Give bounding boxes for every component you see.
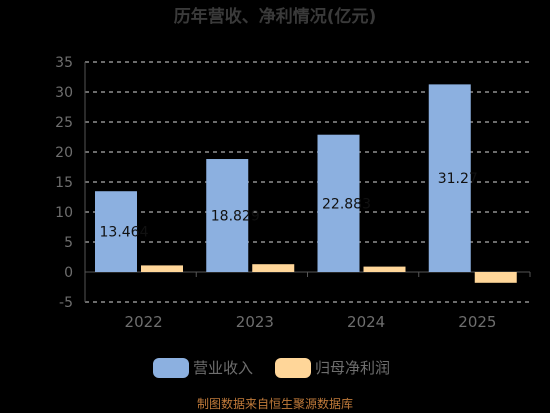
- bar-revenue-2023: [206, 159, 249, 272]
- bar-net-profit-2025: [474, 272, 517, 283]
- y-tick-label: -5: [59, 295, 73, 311]
- bar-net-profit-2023: [252, 264, 295, 272]
- data-label: 13.464: [100, 225, 149, 241]
- y-tick-label: 10: [55, 205, 73, 221]
- legend-label: 营业收入: [193, 359, 253, 377]
- legend-swatch: [275, 358, 311, 378]
- bar-revenue-2024: [317, 134, 360, 272]
- data-label: 22.883: [322, 196, 371, 212]
- legend-swatch: [153, 358, 189, 378]
- chart-title: 历年营收、净利情况(亿元): [174, 6, 377, 27]
- data-label: 18.829: [211, 209, 260, 225]
- x-tick-label: 2023: [236, 313, 274, 331]
- legend-label: 归母净利润: [315, 359, 390, 377]
- y-tick-label: 15: [55, 175, 73, 191]
- y-tick-label: 35: [55, 55, 73, 71]
- x-tick-label: 2024: [347, 313, 385, 331]
- bar-net-profit-2024: [363, 266, 406, 272]
- data-label: 31.27: [438, 171, 478, 187]
- y-tick-label: 25: [55, 115, 73, 131]
- data-labels: 13.464 18.829 22.883 31.27: [100, 171, 478, 240]
- bars: [95, 84, 517, 283]
- x-tick-label: 2022: [125, 313, 163, 331]
- x-tick-label: 2025: [458, 313, 496, 331]
- y-tick-label: 20: [55, 145, 73, 161]
- y-tick-label: 30: [55, 85, 73, 101]
- source-note: 制图数据来自恒生聚源数据库: [197, 396, 353, 411]
- legend: 营业收入 归母净利润: [153, 358, 390, 378]
- bar-revenue-2025: [428, 84, 471, 272]
- bar-net-profit-2022: [141, 265, 183, 272]
- y-tick-label: 0: [64, 265, 73, 281]
- y-tick-label: 5: [64, 235, 73, 251]
- bar-revenue-2022: [95, 191, 137, 272]
